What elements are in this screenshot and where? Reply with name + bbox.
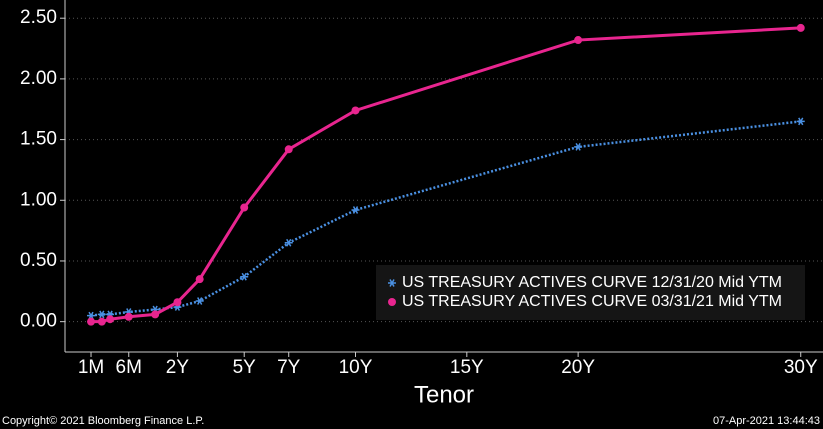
legend-marker — [388, 298, 396, 306]
marker — [351, 106, 360, 115]
y-tick-label: 0.00 — [20, 311, 57, 332]
x-axis-label: Tenor — [414, 381, 474, 408]
marker — [97, 317, 106, 326]
legend-marker — [388, 279, 396, 287]
marker — [240, 272, 249, 281]
y-tick-label: 0.50 — [20, 250, 57, 271]
marker — [574, 36, 583, 45]
copyright: Copyright© 2021 Bloomberg Finance L.P. — [2, 415, 204, 427]
x-tick-label: 10Y — [339, 357, 373, 378]
marker — [97, 310, 106, 319]
y-tick-label: 1.50 — [20, 129, 57, 150]
marker — [173, 298, 182, 307]
y-tick-label: 2.00 — [20, 68, 57, 89]
timestamp: 07-Apr-2021 13:44:43 — [713, 415, 820, 427]
x-tick-label: 20Y — [561, 357, 595, 378]
marker — [240, 203, 249, 212]
marker — [351, 206, 360, 214]
x-tick-label: 7Y — [277, 357, 301, 378]
x-tick-label: 2Y — [166, 357, 190, 378]
marker — [195, 297, 204, 305]
marker — [574, 143, 583, 151]
x-tick-label: 6M — [116, 357, 142, 378]
marker — [87, 317, 96, 326]
marker — [106, 315, 115, 324]
legend-label: US TREASURY ACTIVES CURVE 12/31/20 Mid Y… — [402, 274, 782, 291]
marker — [796, 23, 805, 32]
marker — [796, 117, 805, 126]
y-tick-label: 1.00 — [20, 189, 57, 210]
marker — [284, 238, 293, 247]
marker — [151, 310, 160, 319]
legend-label: US TREASURY ACTIVES CURVE 03/31/21 Mid Y… — [402, 293, 782, 310]
legend-box — [376, 265, 805, 320]
x-tick-label: 15Y — [450, 357, 484, 378]
marker — [124, 312, 133, 321]
y-tick-label: 2.50 — [20, 7, 57, 28]
marker — [195, 275, 204, 284]
x-tick-label: 30Y — [784, 357, 818, 378]
x-tick-label: 5Y — [233, 357, 257, 378]
x-tick-label: 1M — [78, 357, 104, 378]
marker — [284, 145, 293, 154]
